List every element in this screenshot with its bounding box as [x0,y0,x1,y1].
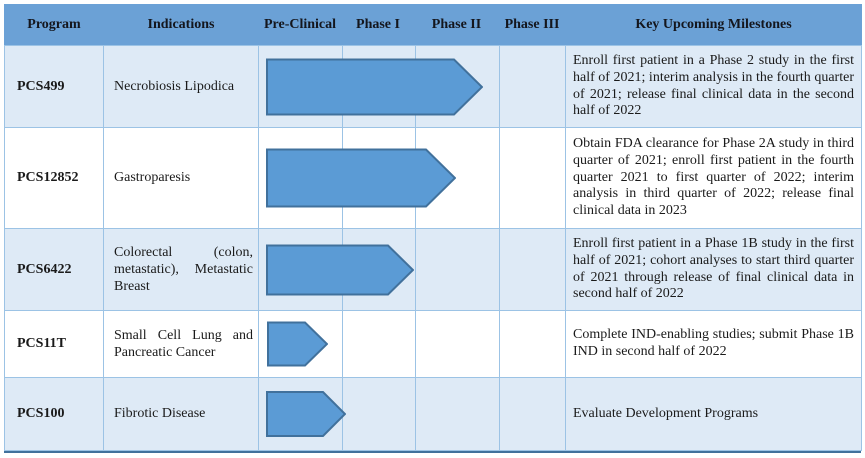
milestones-cell: Evaluate Development Programs [565,377,862,451]
indication-cell: Necrobiosis Lipodica [103,45,259,128]
program-cell: PCS499 [4,45,104,128]
column-header-milestones: Key Upcoming Milestones [565,4,862,46]
timeline-cell [258,127,566,229]
program-cell: PCS12852 [4,127,104,229]
pipeline-arrow [267,321,328,367]
table-row: PCS100 Fibrotic Disease Evaluate Develop… [4,377,862,451]
pipeline-arrow [266,148,456,208]
header-row: Program Indications Pre-Clinical Phase I… [4,4,862,46]
column-divider [499,311,500,377]
program-cell: PCS100 [4,377,104,451]
pipeline-arrow [266,244,414,295]
column-divider [415,229,416,310]
timeline-cell [258,310,566,378]
milestones-cell: Complete IND-enabling studies; submit Ph… [565,310,862,378]
program-cell: PCS11T [4,310,104,378]
milestones-cell: Obtain FDA clearance for Phase 2A study … [565,127,862,229]
indication-cell: Colorectal (colon, metastatic), Metastat… [103,228,259,311]
timeline-cell [258,228,566,311]
column-header-phase3: Phase III [498,4,566,46]
pipeline-arrow [266,58,483,115]
program-cell: PCS6422 [4,228,104,311]
timeline-cell [258,377,566,451]
timeline-cell [258,45,566,128]
clinical-pipeline-table: Program Indications Pre-Clinical Phase I… [4,4,862,451]
column-divider [499,229,500,310]
column-header-phase1: Phase I [341,4,415,46]
column-divider [499,46,500,127]
milestones-cell: Enroll first patient in a Phase 2 study … [565,45,862,128]
column-divider [415,311,416,377]
indication-cell: Fibrotic Disease [103,377,259,451]
column-header-indications: Indications [103,4,259,46]
table-row: PCS12852 Gastroparesis Obtain FDA cleara… [4,127,862,229]
column-divider [342,311,343,377]
column-divider [415,378,416,450]
milestones-cell: Enroll first patient in a Phase 1B study… [565,228,862,311]
column-header-preclinical: Pre-Clinical [258,4,342,46]
column-divider [499,378,500,450]
column-header-phase2: Phase II [414,4,499,46]
column-divider [499,128,500,228]
pipeline-arrow [266,391,346,437]
column-header-program: Program [4,4,104,46]
table-row: PCS11T Small Cell Lung and Pancreatic Ca… [4,310,862,378]
table-row: PCS499 Necrobiosis Lipodica Enroll first… [4,45,862,128]
table-row: PCS6422 Colorectal (colon, metastatic), … [4,228,862,311]
indication-cell: Gastroparesis [103,127,259,229]
pipeline-table-wrapper: Program Indications Pre-Clinical Phase I… [4,4,862,453]
indication-cell: Small Cell Lung and Pancreatic Cancer [103,310,259,378]
